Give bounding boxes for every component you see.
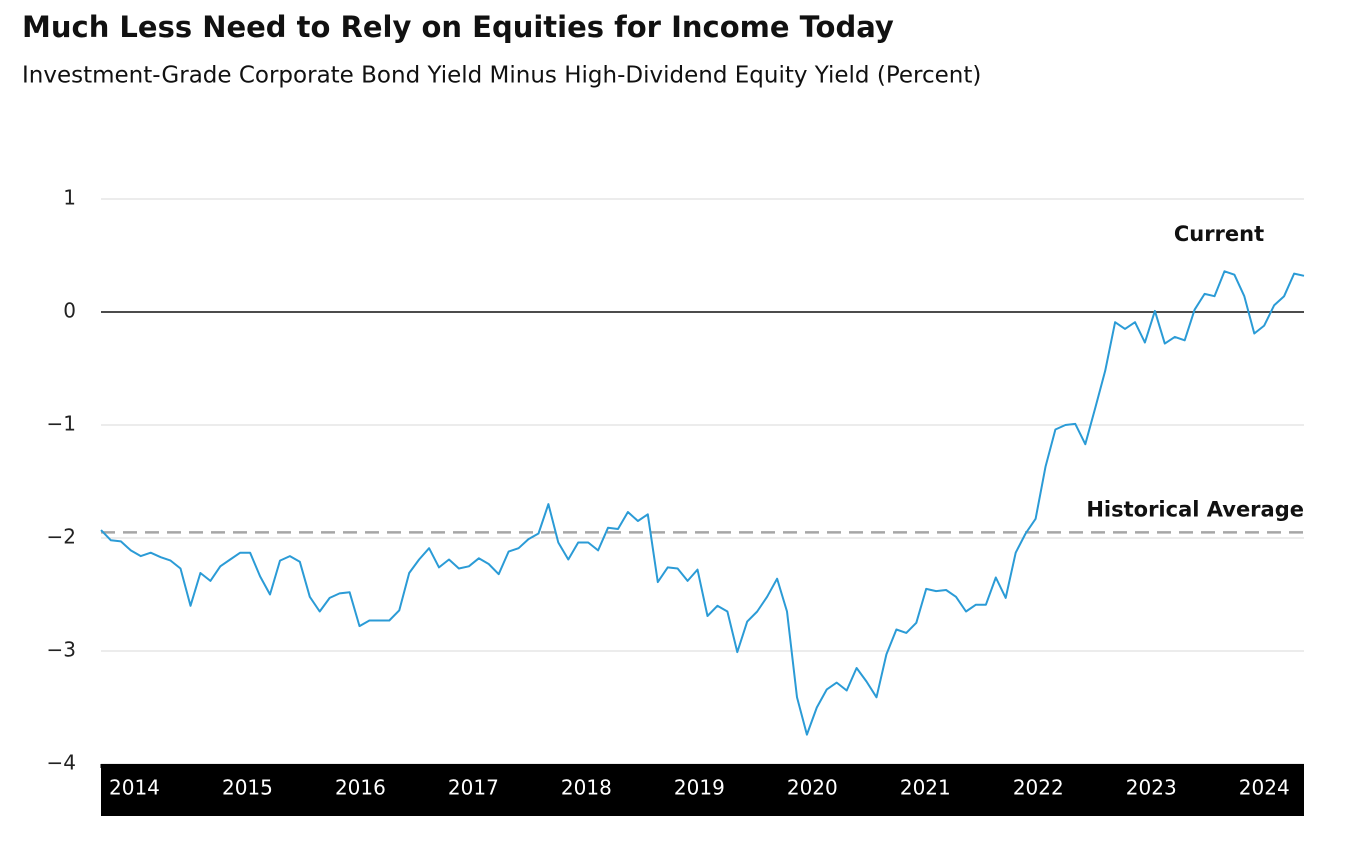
- annotation: Current: [1174, 222, 1264, 246]
- x-axis-band: [101, 764, 1304, 816]
- x-tick-label: 2022: [1013, 776, 1064, 800]
- chart-title: Much Less Need to Rely on Equities for I…: [22, 10, 894, 44]
- reference-label: Historical Average: [1086, 497, 1304, 521]
- chart-subtitle: Investment-Grade Corporate Bond Yield Mi…: [22, 63, 981, 89]
- x-tick-label: 2019: [674, 776, 725, 800]
- x-tick-label: 2024: [1239, 776, 1290, 800]
- x-tick-label: 2015: [222, 776, 273, 800]
- x-tick-label: 2021: [900, 776, 951, 800]
- x-tick-label: 2018: [561, 776, 612, 800]
- y-tick-label: −3: [47, 638, 76, 662]
- y-tick-label: −1: [47, 412, 76, 436]
- x-tick-label: 2017: [448, 776, 499, 800]
- data-line: [100, 270, 1305, 736]
- y-tick-label: 0: [63, 299, 76, 323]
- x-tick-label: 2023: [1126, 776, 1177, 800]
- y-tick-label: −4: [47, 751, 76, 775]
- x-tick-label: 2016: [335, 776, 386, 800]
- x-tick-label: 2020: [787, 776, 838, 800]
- y-tick-label: 1: [63, 186, 76, 210]
- x-tick-label: 2014: [109, 776, 160, 800]
- y-tick-label: −2: [47, 525, 76, 549]
